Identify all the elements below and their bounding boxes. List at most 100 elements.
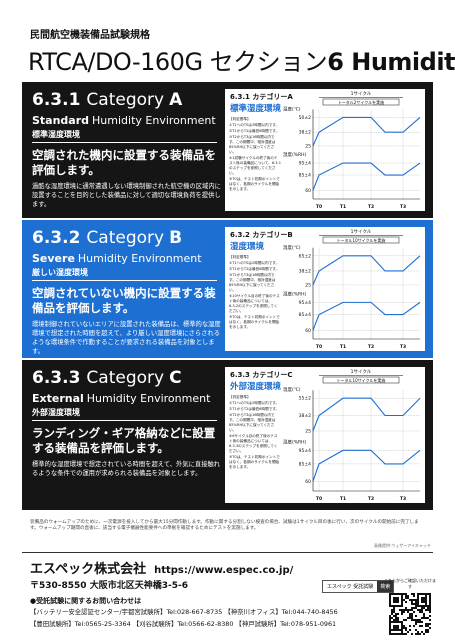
qr-cell (401, 609, 403, 611)
hum-level: 85±4 (299, 312, 311, 318)
qr-cell (391, 621, 393, 623)
search-box[interactable]: エスペック 受託試験 検索 (322, 580, 395, 593)
note: ④6サイクル目の終了後のテスト後の装備品については、6.3.3のステップを参照し… (229, 434, 278, 453)
qr-cell (405, 627, 407, 629)
note: ②T1からT2は最低6時間です。 (229, 407, 280, 411)
qr-cell (405, 633, 407, 635)
qr-cell (401, 603, 403, 605)
qr-cell (401, 597, 403, 599)
qr-cell (423, 617, 425, 619)
qr-cell (395, 621, 397, 623)
time-label: T0 (316, 344, 322, 350)
temp-profile (312, 255, 421, 286)
note: ②T1からT2は最低6時間です。 (229, 129, 280, 133)
qr-cell (411, 619, 413, 621)
qr-cell (425, 617, 427, 619)
total-box (322, 98, 400, 106)
env-rest: Humidity Environment (77, 252, 202, 265)
time-label: T1 (340, 496, 346, 502)
qr-cell (393, 605, 395, 607)
qr-cell (413, 595, 415, 597)
qr-cell (389, 603, 391, 605)
qr-cell (427, 609, 429, 611)
qr-cell (393, 621, 395, 623)
time-label: T1 (340, 344, 346, 350)
qr-cell (411, 607, 413, 609)
url[interactable]: https://www.espec.co.jp/ (154, 565, 294, 576)
time-label: T2 (368, 204, 374, 210)
qr-cell (421, 601, 423, 603)
environment: External Humidity Environment (32, 392, 210, 405)
qr-cell (415, 615, 417, 617)
qr-cell (429, 601, 431, 603)
qr-code[interactable] (388, 592, 432, 636)
footnote: 装備品のウォームアップのために、一次電源を投入してから最大15分間作動します。作… (30, 520, 419, 531)
qr-cell (425, 595, 427, 597)
hum-profile (312, 301, 421, 331)
qr-cell (397, 621, 399, 623)
qr-cell (423, 607, 425, 609)
qr-cell (395, 597, 397, 599)
qr-cell (391, 611, 393, 613)
qr-cell (429, 593, 431, 595)
qr-cell (401, 625, 403, 627)
qr-cell (393, 611, 395, 613)
qr-cell (415, 599, 417, 601)
qr-cell (413, 599, 415, 601)
notes: 【判定基準】 ①T1へのTSは2時間以内です。 ②T1からT2は最低6時間です。 ③T… (229, 255, 281, 330)
panel-subtitle: 湿度環境 (230, 241, 265, 252)
qr-cell (417, 633, 419, 635)
notes: 【判定基準】 ①T1へのTSは2時間以内です。 ②T1からT2は最低6時間です。 ③T… (229, 117, 281, 192)
qr-cell (393, 599, 395, 601)
qr-cell (405, 629, 407, 631)
divider (22, 552, 433, 553)
qr-cell (405, 593, 407, 595)
qr-cell (397, 619, 399, 621)
qr-cell (427, 629, 429, 631)
qr-cell (395, 593, 397, 595)
qr-cell (391, 629, 393, 631)
qr-cell (417, 603, 419, 605)
qr-cell (429, 623, 431, 625)
search-button[interactable]: 検索 (377, 581, 394, 592)
qr-cell (399, 621, 401, 623)
qr-cell (429, 599, 431, 601)
time-label: T2 (368, 496, 374, 502)
qr-cell (417, 595, 419, 597)
qr-cell (397, 629, 399, 631)
qr-cell (407, 617, 409, 619)
qr-cell (411, 633, 413, 635)
total-label: トータル2サイクルを実施 (338, 99, 384, 105)
hum-profile (312, 162, 421, 191)
qr-cell (389, 619, 391, 621)
qr-cell (399, 605, 401, 607)
qr-cell (427, 625, 429, 627)
temp-profile (312, 397, 421, 432)
qr-cell (409, 615, 411, 617)
qr-cell (421, 597, 423, 599)
qr-cell (421, 631, 423, 633)
qr-cell (403, 599, 405, 601)
qr-cell (411, 601, 413, 603)
temp-axis-label: 温度(℃) (283, 386, 301, 393)
company: エスペック株式会社 (30, 562, 147, 577)
qr-cell (401, 601, 403, 603)
qr-cell (395, 615, 397, 617)
qr-cell (411, 609, 413, 611)
qr-cell (389, 625, 391, 627)
search-word: エスペック 受託試験 (327, 584, 374, 590)
qr-cell (421, 607, 423, 609)
qr-cell (405, 601, 407, 603)
qr-cell (411, 613, 413, 615)
total-label: トータル10サイクルを実施 (337, 237, 386, 243)
section-title: 6.3.1 Category A (32, 90, 182, 110)
qr-cell (415, 601, 417, 603)
qr-cell (421, 605, 423, 607)
qr-cell (415, 621, 417, 623)
qr-cell (429, 595, 431, 597)
qr-cell (413, 611, 415, 613)
note: ④1試験サイクルの終了後のテスト後の装備品について、6.3.1のステップを参照し… (229, 156, 281, 175)
qr-cell (395, 619, 397, 621)
qr-cell (417, 619, 419, 621)
